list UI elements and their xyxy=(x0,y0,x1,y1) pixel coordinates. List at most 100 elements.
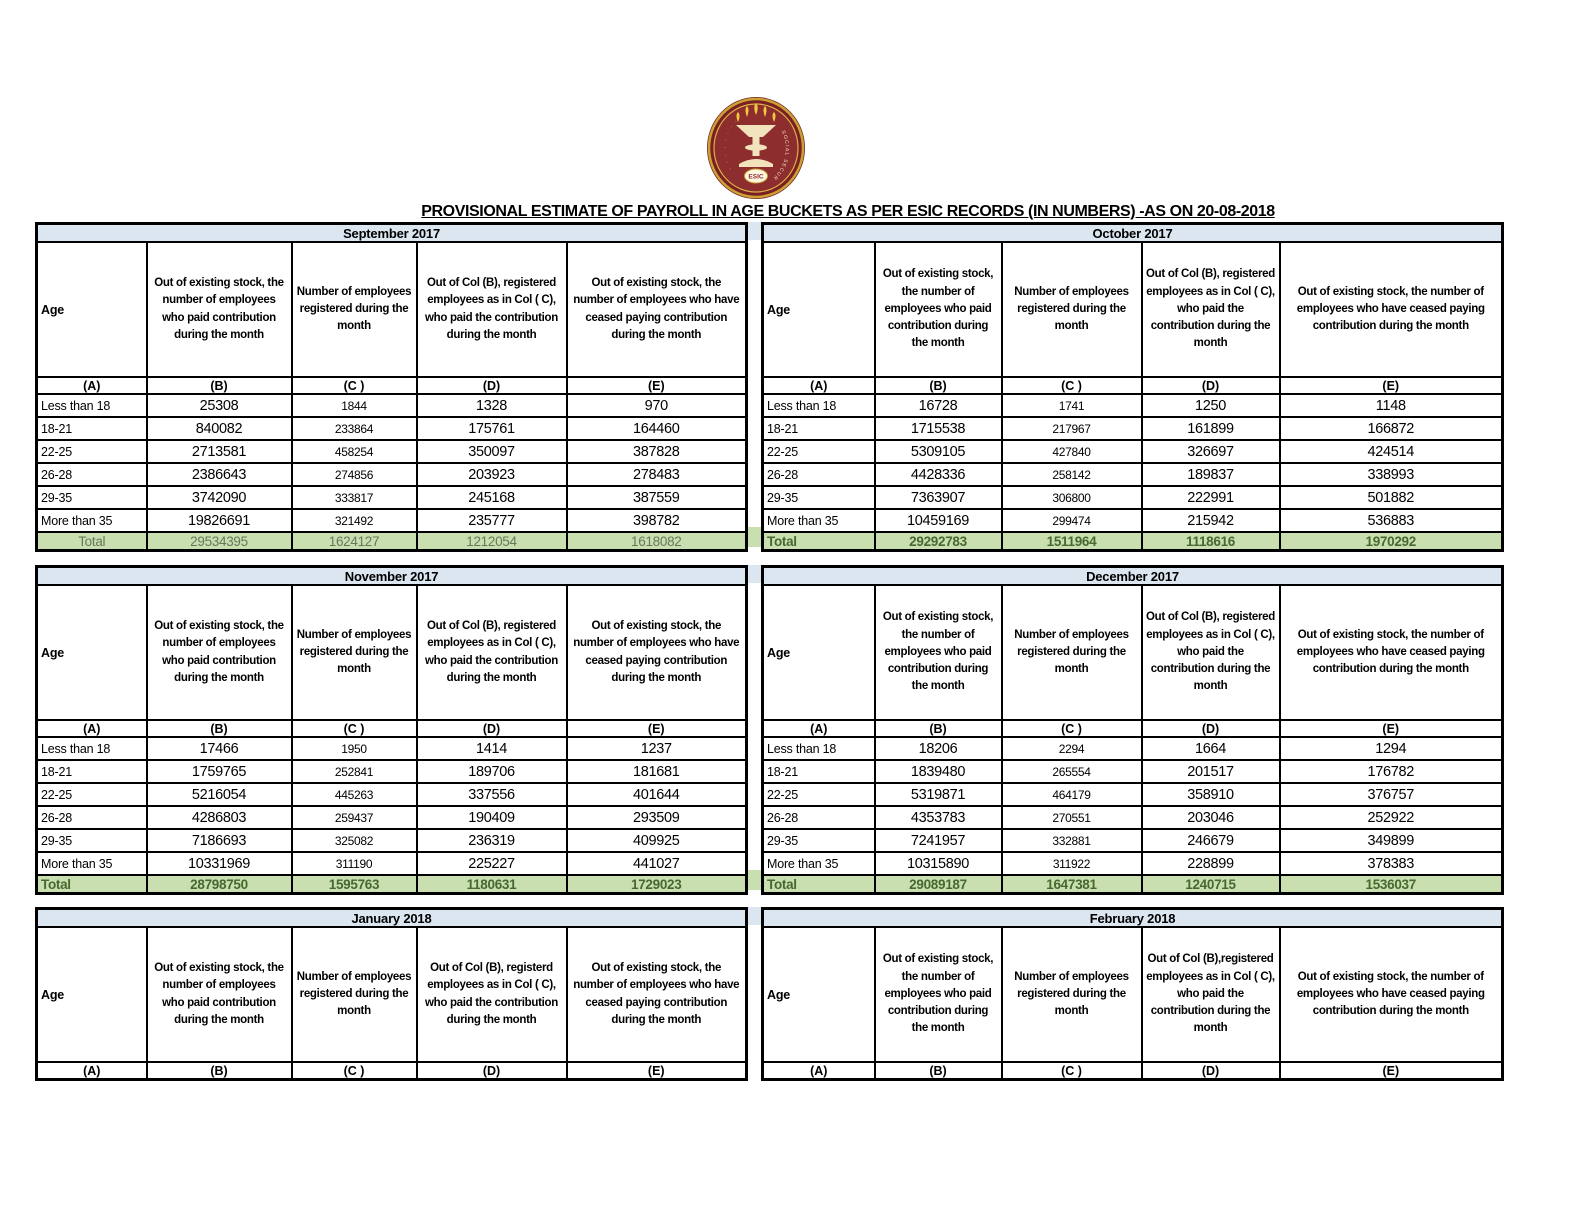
letter-cell: (D) xyxy=(1140,1061,1281,1081)
value-cell: 1950 xyxy=(290,736,418,761)
letter-cell: (C ) xyxy=(1000,376,1143,395)
table-row: 29-35 7186693 325082 236319 409925 xyxy=(35,828,748,853)
column-header-cell: Number of employees registered during th… xyxy=(1000,241,1143,378)
value-cell: 215942 xyxy=(1140,508,1281,533)
value-cell: 274856 xyxy=(290,462,418,487)
letter-cell: (B) xyxy=(873,1061,1003,1081)
age-cell: 18-21 xyxy=(35,416,148,441)
column-header-cell: Number of employees registered during th… xyxy=(290,926,418,1063)
value-cell: 18206 xyxy=(873,736,1003,761)
value-cell: 299474 xyxy=(1000,508,1143,533)
value-cell: 203923 xyxy=(415,462,568,487)
column-header-cell: Out of existing stock, the number of emp… xyxy=(1278,241,1504,378)
value-cell: 2386643 xyxy=(145,462,293,487)
value-cell: 458254 xyxy=(290,439,418,464)
total-row: Total 29089187 1647381 1240715 1536037 xyxy=(761,874,1504,895)
table-row: Less than 18 18206 2294 1664 1294 xyxy=(761,736,1504,761)
table-row: 22-25 5216054 445263 337556 401644 xyxy=(35,782,748,807)
table-row: 22-25 5319871 464179 358910 376757 xyxy=(761,782,1504,807)
value-cell: 161899 xyxy=(1140,416,1281,441)
column-header-cell: Out of Col (B),registered employees as i… xyxy=(1140,926,1281,1063)
table-row: More than 35 10315890 311922 228899 378383 xyxy=(761,851,1504,876)
month-table-february-2018: February 2018 Age Out of existing stock, t… xyxy=(761,907,1505,1081)
letter-cell: (E) xyxy=(565,719,748,738)
age-cell: More than 35 xyxy=(761,508,876,533)
column-header-cell: Out of existing stock, the number of emp… xyxy=(565,584,748,721)
value-cell: 17466 xyxy=(145,736,293,761)
column-header-cell: Out of Col (B), registered employees as … xyxy=(415,241,568,378)
page-title: PROVISIONAL ESTIMATE OF PAYROLL IN AGE B… xyxy=(421,203,1275,220)
total-label-cell: Total xyxy=(761,531,876,552)
column-header-cell: Number of employees registered during th… xyxy=(290,241,418,378)
header-gap-band xyxy=(745,222,761,240)
table-row: More than 35 10331969 311190 225227 441027 xyxy=(35,851,748,876)
letter-cell: (D) xyxy=(415,376,568,395)
age-cell: 26-28 xyxy=(761,462,876,487)
age-cell: 26-28 xyxy=(761,805,876,830)
value-cell: 1294 xyxy=(1278,736,1504,761)
total-value-cell: 1118616 xyxy=(1140,531,1281,552)
table-row: 26-28 4353783 270551 203046 252922 xyxy=(761,805,1504,830)
table-row: 29-35 7363907 306800 222991 501882 xyxy=(761,485,1504,510)
age-cell: Less than 18 xyxy=(761,736,876,761)
value-cell: 7363907 xyxy=(873,485,1003,510)
age-header-cell: Age xyxy=(35,241,148,378)
letter-cell: (A) xyxy=(761,1061,876,1081)
age-cell: 29-35 xyxy=(761,828,876,853)
table-row: 26-28 4428336 258142 189837 338993 xyxy=(761,462,1504,487)
value-cell: 181681 xyxy=(565,759,748,784)
value-cell: 189837 xyxy=(1140,462,1281,487)
value-cell: 270551 xyxy=(1000,805,1143,830)
month-table-january-2018: January 2018 Age Out of existing stock, th… xyxy=(35,907,749,1081)
letter-cell: (B) xyxy=(873,376,1003,395)
value-cell: 387559 xyxy=(565,485,748,510)
letter-cell: (E) xyxy=(565,376,748,395)
column-header-cell: Out of existing stock, the number of emp… xyxy=(873,584,1003,721)
value-cell: 1844 xyxy=(290,393,418,418)
age-cell: 26-28 xyxy=(35,805,148,830)
total-value-cell: 1240715 xyxy=(1140,874,1281,895)
age-cell: 29-35 xyxy=(35,828,148,853)
column-header-cell: Out of existing stock, the number of emp… xyxy=(145,241,293,378)
letter-cell: (D) xyxy=(1140,376,1281,395)
value-cell: 306800 xyxy=(1000,485,1143,510)
value-cell: 398782 xyxy=(565,508,748,533)
total-value-cell: 1970292 xyxy=(1278,531,1504,552)
value-cell: 293509 xyxy=(565,805,748,830)
age-cell: 18-21 xyxy=(761,416,876,441)
value-cell: 4353783 xyxy=(873,805,1003,830)
logo-esic-text: ESIC xyxy=(748,174,763,181)
table-row: Less than 18 25308 1844 1328 970 xyxy=(35,393,748,418)
total-value-cell: 28798750 xyxy=(145,874,293,895)
value-cell: 245168 xyxy=(415,485,568,510)
letter-cell: (B) xyxy=(145,1061,293,1081)
table-row: 26-28 4286803 259437 190409 293509 xyxy=(35,805,748,830)
table-row: Less than 18 16728 1741 1250 1148 xyxy=(761,393,1504,418)
table-row: 22-25 5309105 427840 326697 424514 xyxy=(761,439,1504,464)
age-cell: 22-25 xyxy=(35,782,148,807)
value-cell: 427840 xyxy=(1000,439,1143,464)
total-row: Total 28798750 1595763 1180631 1729023 xyxy=(35,874,748,895)
value-cell: 441027 xyxy=(565,851,748,876)
column-header-cell: Out of existing stock, the number of emp… xyxy=(873,926,1003,1063)
value-cell: 10315890 xyxy=(873,851,1003,876)
value-cell: 222991 xyxy=(1140,485,1281,510)
value-cell: 338993 xyxy=(1278,462,1504,487)
value-cell: 1741 xyxy=(1000,393,1143,418)
total-value-cell: 1624127 xyxy=(290,531,418,552)
total-label-cell: Total xyxy=(761,874,876,895)
table-row: Less than 18 17466 1950 1414 1237 xyxy=(35,736,748,761)
month-header-cell: January 2018 xyxy=(35,907,748,928)
column-header-cell: Out of existing stock, the number of emp… xyxy=(1278,926,1504,1063)
value-cell: 2713581 xyxy=(145,439,293,464)
header-gap-band xyxy=(745,565,761,583)
value-cell: 233864 xyxy=(290,416,418,441)
letter-cell: (D) xyxy=(1140,719,1281,738)
total-value-cell: 29089187 xyxy=(873,874,1003,895)
value-cell: 5216054 xyxy=(145,782,293,807)
value-cell: 1759765 xyxy=(145,759,293,784)
value-cell: 1414 xyxy=(415,736,568,761)
table-row: 18-21 840082 233864 175761 164460 xyxy=(35,416,748,441)
age-cell: Less than 18 xyxy=(35,736,148,761)
age-cell: 22-25 xyxy=(761,782,876,807)
